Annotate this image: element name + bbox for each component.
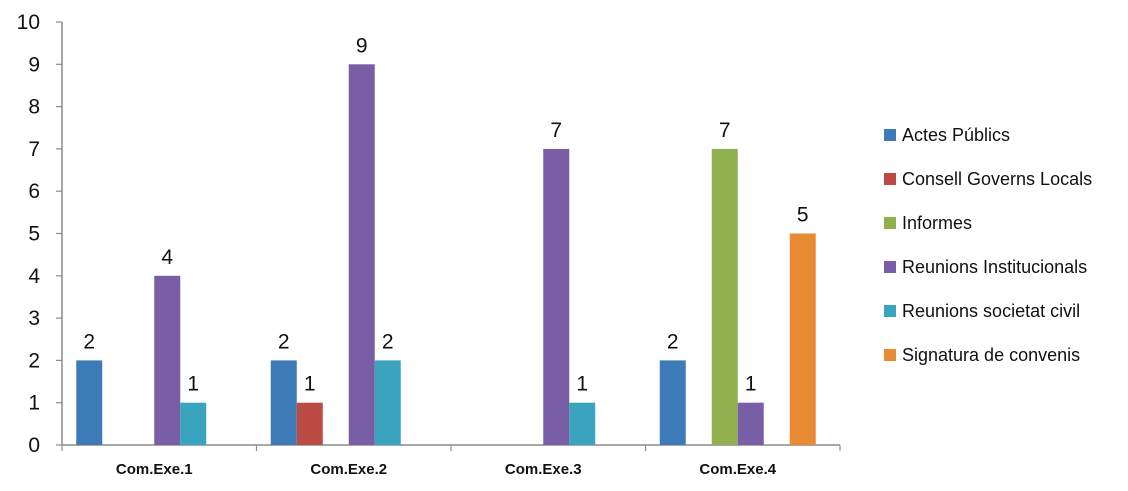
data-label: 2	[667, 330, 679, 353]
data-label: 2	[382, 330, 394, 353]
legend-swatch	[884, 173, 896, 185]
y-tick-label: 0	[28, 434, 40, 457]
data-label: 7	[550, 119, 562, 142]
bar	[296, 402, 323, 445]
bar	[543, 148, 570, 445]
data-label: 1	[745, 373, 757, 396]
y-tick-label: 2	[28, 349, 40, 372]
x-category-label: Com.Exe.4	[699, 461, 776, 478]
y-tick-label: 5	[28, 223, 40, 246]
data-label: 4	[161, 246, 173, 269]
legend: Actes Públics Consell Governs Locals Infor…	[884, 125, 1092, 365]
y-tick-label: 3	[28, 307, 40, 330]
y-tick-label: 10	[17, 11, 40, 34]
bar	[789, 233, 816, 445]
bar	[76, 360, 103, 445]
x-category-label: Com.Exe.3	[505, 461, 582, 478]
data-label: 1	[304, 373, 316, 396]
bar-layer	[76, 64, 816, 446]
x-category-label: Com.Exe.1	[116, 461, 193, 478]
y-tick-label: 8	[28, 96, 40, 119]
bar	[154, 275, 181, 445]
bar	[180, 402, 207, 445]
y-tick-label: 9	[28, 53, 40, 76]
data-label: 7	[719, 119, 731, 142]
y-tick-label: 7	[28, 138, 40, 161]
y-tick-label: 6	[28, 180, 40, 203]
data-label: 2	[83, 330, 95, 353]
bar	[659, 360, 686, 445]
data-label: 5	[797, 204, 809, 227]
legend-swatch	[884, 217, 896, 229]
legend-swatch	[884, 129, 896, 141]
bar	[737, 402, 764, 445]
legend-label: Actes Públics	[902, 125, 1010, 145]
legend-label: Signatura de convenis	[902, 345, 1080, 365]
data-label: 2	[278, 330, 290, 353]
bar	[569, 402, 596, 445]
x-category-label: Com.Exe.2	[310, 461, 387, 478]
legend-label: Consell Governs Locals	[902, 169, 1092, 189]
bar	[348, 64, 375, 446]
bar	[270, 360, 297, 445]
legend-swatch	[884, 305, 896, 317]
y-tick-label: 4	[28, 265, 40, 288]
legend-swatch	[884, 261, 896, 273]
legend-swatch	[884, 349, 896, 361]
legend-label: Informes	[902, 213, 972, 233]
data-label: 1	[187, 373, 199, 396]
y-tick-label: 1	[28, 392, 40, 415]
legend-label: Reunions Institucionals	[902, 257, 1087, 277]
data-label: 9	[356, 34, 368, 57]
legend-label: Reunions societat civil	[902, 301, 1080, 321]
bar	[711, 148, 738, 445]
bar	[374, 360, 401, 445]
data-label: 1	[576, 373, 588, 396]
